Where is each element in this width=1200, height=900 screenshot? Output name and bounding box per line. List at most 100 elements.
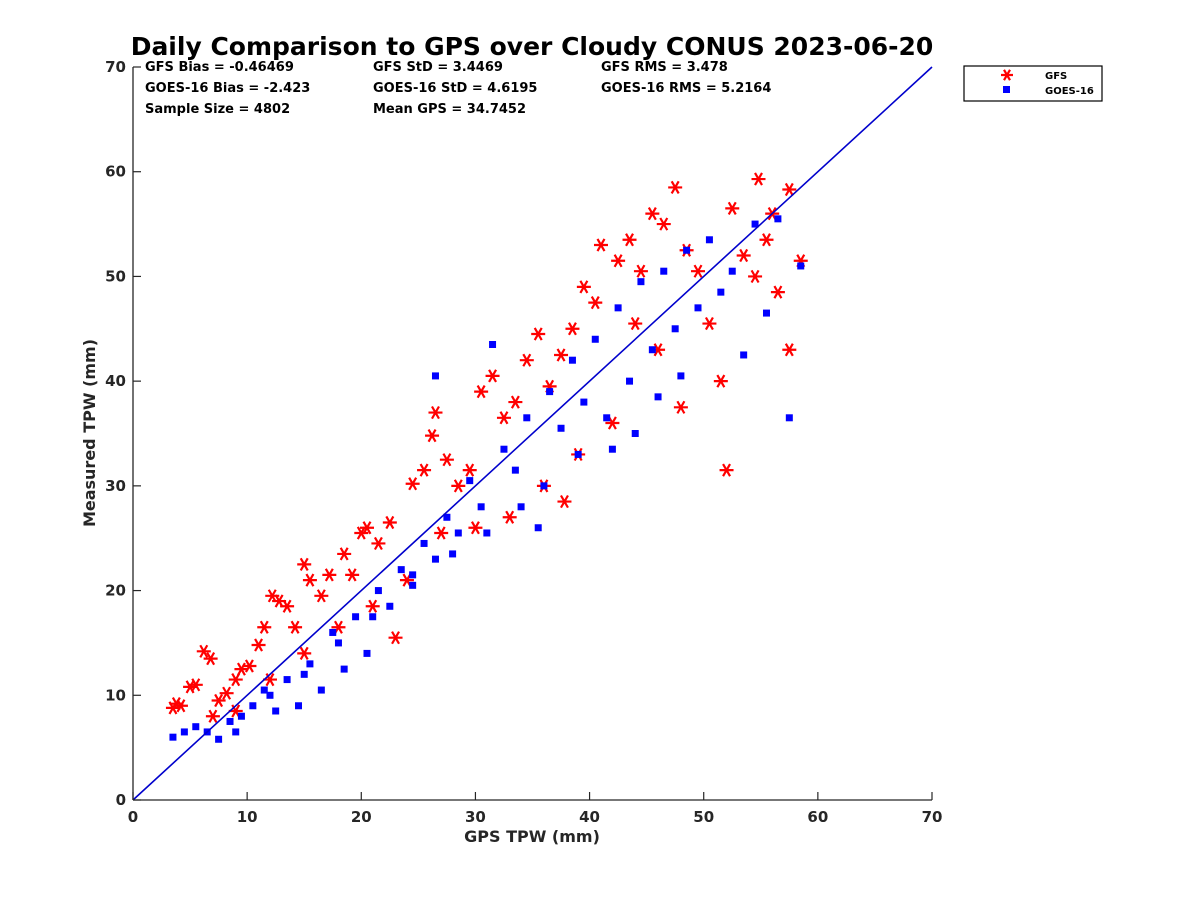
goes-point	[295, 702, 303, 710]
gfs-point	[337, 547, 352, 561]
gfs-point-glyph	[519, 353, 534, 367]
gfs-point-glyph	[359, 521, 374, 535]
gfs-point-glyph	[611, 254, 626, 268]
gfs-point	[519, 353, 534, 367]
goes-point	[340, 665, 348, 673]
gfs-point	[365, 599, 380, 613]
x-tick-label: 50	[693, 808, 714, 826]
stat-goes-std: GOES-16 StD = 4.6195	[373, 81, 537, 96]
gfs-point-glyph	[782, 182, 797, 197]
stat-goes-bias: GOES-16 Bias = -2.423	[145, 81, 310, 96]
gfs-point	[257, 620, 272, 634]
gfs-point-glyph	[234, 662, 249, 676]
gfs-point-glyph	[203, 652, 218, 666]
stat-gfs-rms: GFS RMS = 3.478	[601, 60, 728, 75]
stat-mean-gps: Mean GPS = 34.7452	[373, 102, 526, 117]
gfs-point	[405, 477, 420, 491]
goes-point	[631, 430, 639, 437]
gfs-point-glyph	[759, 233, 774, 247]
goes-point	[232, 728, 240, 736]
goes-point	[329, 628, 337, 636]
gfs-point	[593, 238, 608, 252]
gfs-point	[748, 269, 763, 284]
goes-point	[774, 215, 782, 223]
gfs-point-glyph	[713, 374, 728, 388]
legend-gfs-asterisk-glyph	[1001, 69, 1013, 81]
gfs-point	[668, 180, 683, 195]
gfs-point-glyph	[337, 547, 352, 561]
gfs-point-glyph	[474, 385, 489, 399]
goes-point	[409, 581, 417, 589]
goes-point	[511, 466, 519, 474]
gfs-point	[496, 411, 511, 425]
gfs-point	[280, 599, 295, 613]
gfs-point-glyph	[228, 672, 243, 687]
gfs-point-glyph	[531, 327, 546, 341]
stat-goes-rms: GOES-16 RMS = 5.2164	[601, 81, 771, 96]
y-tick-label: 30	[105, 477, 126, 495]
gfs-point	[576, 280, 591, 294]
gfs-point-glyph	[468, 521, 483, 535]
gfs-point-glyph	[382, 515, 397, 530]
x-tick-label: 40	[579, 808, 600, 826]
goes-point	[374, 587, 382, 595]
goes-point	[266, 691, 274, 699]
goes-point	[557, 424, 565, 432]
goes-point	[683, 246, 691, 254]
goes-point	[677, 372, 685, 380]
gfs-point-glyph	[451, 479, 466, 493]
gfs-point	[188, 678, 203, 692]
gfs-point	[228, 672, 243, 687]
goes-point	[409, 571, 417, 579]
y-tick-label: 10	[105, 686, 126, 704]
gfs-point-glyph	[782, 343, 797, 357]
goes-point	[454, 529, 462, 537]
goes-point	[740, 351, 748, 359]
y-tick-label: 20	[105, 582, 126, 600]
goes-point	[300, 670, 308, 678]
gfs-point-glyph	[576, 280, 591, 294]
gfs-point	[428, 405, 443, 420]
x-tick-label: 10	[237, 808, 258, 826]
gfs-point	[462, 463, 477, 477]
gfs-point	[751, 172, 766, 186]
goes-point	[762, 309, 770, 317]
gfs-point	[297, 646, 312, 661]
x-tick-label: 20	[351, 808, 372, 826]
gfs-point	[371, 536, 386, 551]
gfs-point-glyph	[622, 233, 637, 247]
gfs-point	[205, 709, 220, 723]
gfs-point-glyph	[322, 568, 337, 582]
goes-point	[397, 566, 405, 574]
goes-point	[580, 398, 588, 406]
gfs-point	[691, 264, 706, 278]
legend-gfs-label: GFS	[1045, 71, 1067, 82]
gfs-point	[719, 463, 734, 477]
gfs-point-glyph	[485, 369, 500, 383]
gfs-point	[211, 693, 226, 708]
goes-point	[226, 717, 234, 725]
gfs-point	[645, 206, 660, 221]
gfs-point-glyph	[702, 316, 717, 331]
goes-point	[352, 613, 360, 621]
gfs-point	[622, 233, 637, 247]
gfs-point-glyph	[242, 659, 257, 673]
gfs-point-glyph	[345, 568, 360, 582]
gfs-point-glyph	[554, 348, 569, 362]
gfs-point	[203, 652, 218, 666]
gfs-point	[673, 400, 688, 414]
gfs-point	[359, 521, 374, 535]
gfs-point-glyph	[748, 269, 763, 284]
gfs-point-glyph	[405, 477, 420, 491]
gfs-point	[234, 662, 249, 676]
gfs-point-glyph	[257, 620, 272, 634]
gfs-point-glyph	[656, 217, 671, 231]
gfs-point-glyph	[668, 180, 683, 195]
scatter-points	[165, 172, 808, 743]
goes-point	[334, 639, 342, 647]
gfs-point-glyph	[691, 264, 706, 278]
gfs-point	[314, 589, 329, 603]
goes-point	[283, 676, 291, 684]
legend-goes-label: GOES-16	[1045, 86, 1094, 97]
